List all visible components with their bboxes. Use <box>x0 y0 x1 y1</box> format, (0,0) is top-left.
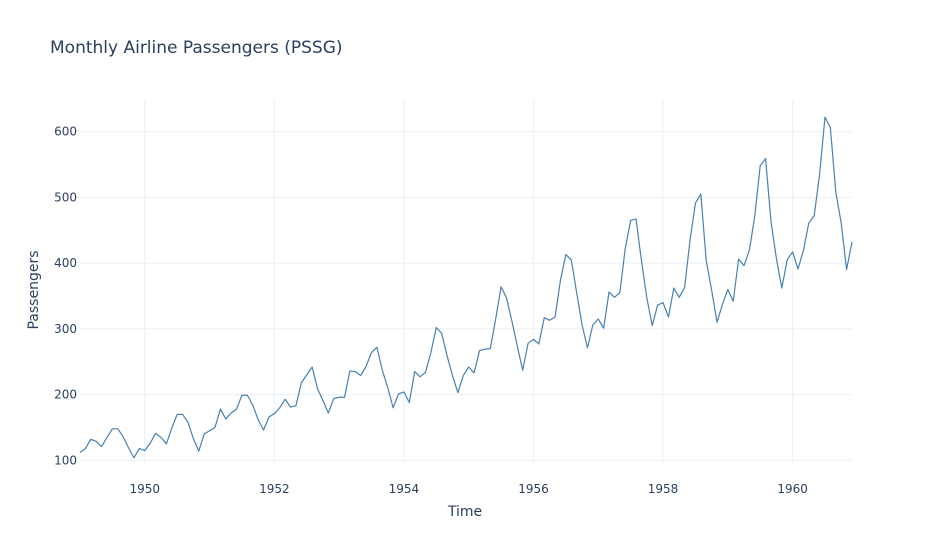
x-tick-label: 1956 <box>518 482 549 496</box>
y-tick-label: 300 <box>54 322 77 336</box>
series-layer <box>79 116 853 459</box>
x-tick-label: 1954 <box>389 482 420 496</box>
y-tick-label: 500 <box>54 190 77 204</box>
y-tick-label: 200 <box>54 388 77 402</box>
grid-lines <box>80 100 852 463</box>
x-tick-label: 1950 <box>130 482 161 496</box>
x-axis-title: Time <box>447 504 482 520</box>
y-tick-label: 100 <box>54 453 77 467</box>
y-axis-title: Passengers <box>26 250 42 329</box>
y-tick-label: 600 <box>54 125 77 139</box>
y-tick-label: 400 <box>54 256 77 270</box>
x-tick-label: 1952 <box>259 482 290 496</box>
x-tick-label: 1960 <box>777 482 808 496</box>
chart-title: Monthly Airline Passengers (PSSG) <box>50 38 343 58</box>
tick-labels: 100 200 300 400 500 600 1950 1952 1954 1956 1958 19… <box>54 125 808 496</box>
passengers-series-line <box>79 116 853 459</box>
x-tick-label: 1958 <box>648 482 679 496</box>
